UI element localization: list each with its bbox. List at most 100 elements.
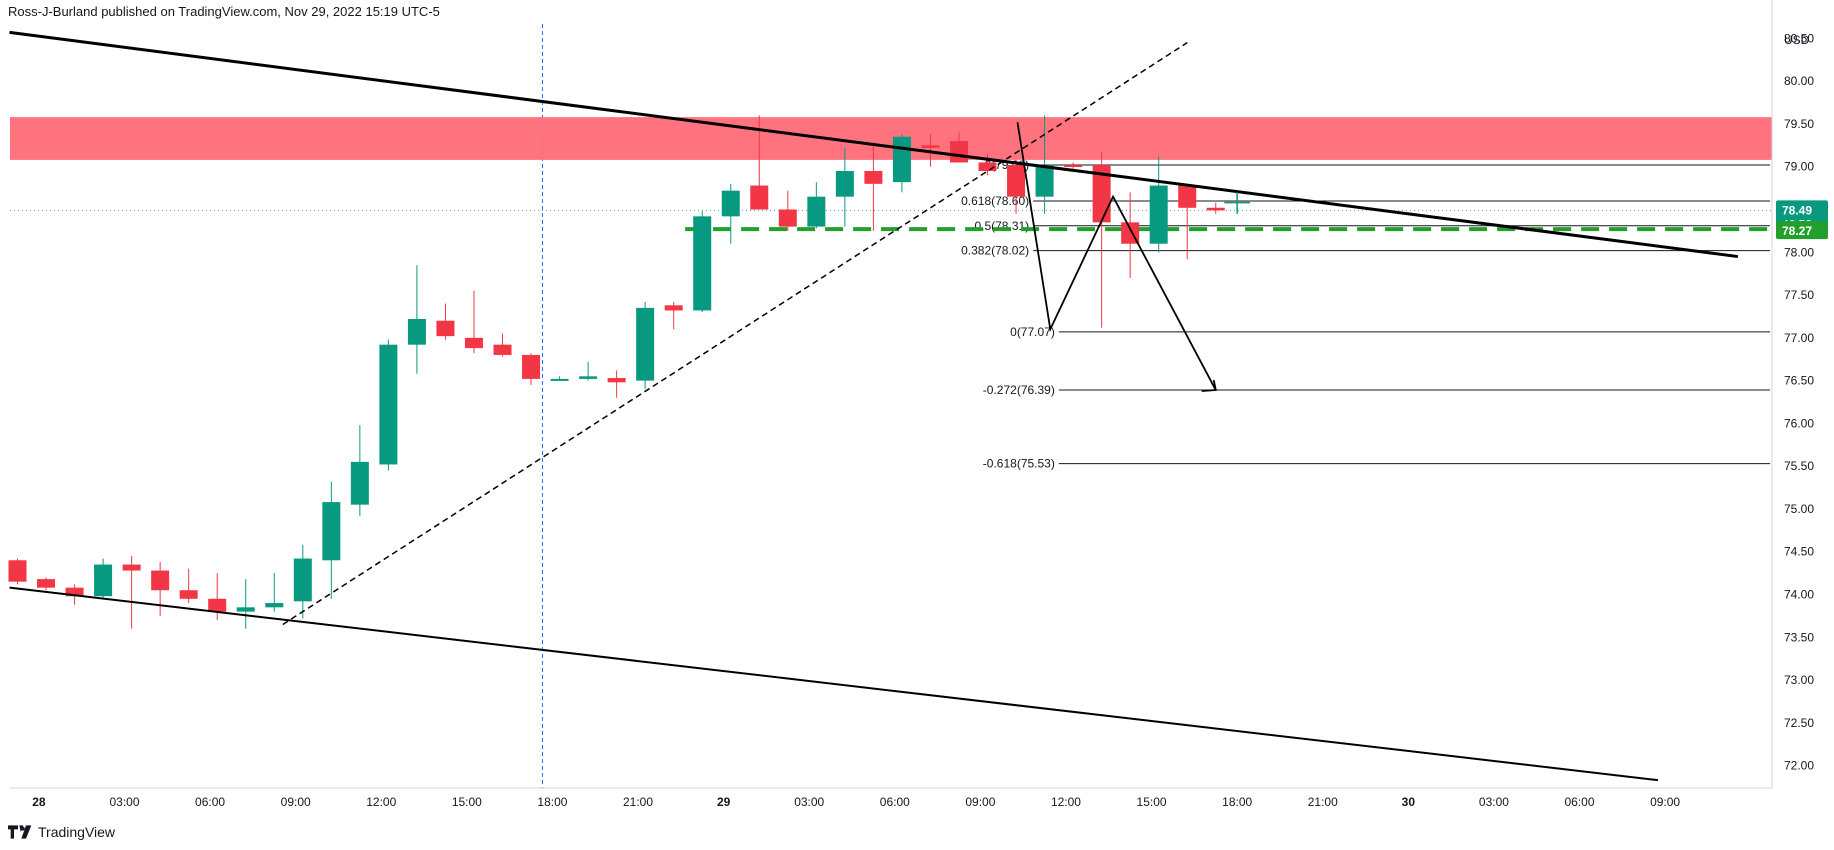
candle-body: [151, 570, 170, 591]
candle-body: [436, 320, 455, 337]
level-badge: [1776, 221, 1828, 240]
resistance-zone-layer: [10, 117, 1772, 160]
y-tick-label: 74.00: [1784, 588, 1814, 602]
candle-body: [293, 558, 312, 602]
x-tick-label: 18:00: [537, 795, 567, 809]
candle-body: [322, 502, 341, 561]
candle-body: [265, 603, 284, 608]
candle-body: [1178, 185, 1197, 208]
y-tick-label: 79.50: [1784, 117, 1814, 131]
y-tick-label: 76.00: [1784, 416, 1814, 430]
candle-body: [8, 560, 27, 582]
projection-path: [1016, 122, 1217, 391]
y-tick-label: 73.50: [1784, 630, 1814, 644]
y-tick-label: 76.50: [1784, 374, 1814, 388]
x-tick-label: 21:00: [1308, 795, 1338, 809]
candle-body: [464, 337, 483, 349]
x-tick-label: 09:00: [281, 795, 311, 809]
fib-level-label: 0.382(78.02): [961, 244, 1029, 258]
projection-arrowhead: [1201, 379, 1217, 392]
candle-body: [550, 378, 569, 381]
x-tick-label: 15:00: [452, 795, 482, 809]
candle-body: [493, 344, 512, 355]
y-tick-label: 78.00: [1784, 245, 1814, 259]
candle-body: [978, 162, 997, 171]
candle-body: [636, 307, 655, 381]
candle-body: [1064, 165, 1083, 168]
candle-body: [236, 607, 255, 612]
lower-trendline: [9, 586, 1659, 782]
x-tick-label: 30: [1402, 795, 1416, 809]
candle-body: [379, 344, 398, 465]
brand-footer[interactable]: TradingView: [8, 824, 115, 840]
price-chart[interactable]: 0(79.02)0.618(78.60)0.5(78.31)0.382(78.0…: [0, 0, 1834, 815]
brand-name: TradingView: [38, 824, 116, 840]
y-tick-label: 73.00: [1784, 673, 1814, 687]
upper-trendline: [9, 30, 1739, 259]
drawings-layer: [9, 30, 1739, 782]
candle-body: [921, 145, 940, 148]
candle-body: [579, 376, 598, 379]
candle-body: [892, 136, 911, 183]
x-tick-label: 06:00: [1565, 795, 1595, 809]
resistance-zone: [10, 117, 1772, 160]
x-tick-label: 06:00: [195, 795, 225, 809]
x-tick-label: 12:00: [1051, 795, 1081, 809]
candle-body: [607, 378, 626, 383]
axis-layer: USD80.5080.0079.5079.0078.5078.0077.5077…: [10, 0, 1828, 809]
publisher-attribution: Ross-J-Burland published on TradingView.…: [8, 4, 440, 19]
candle-body: [807, 196, 826, 227]
candle-body: [37, 579, 56, 588]
x-tick-label: 28: [32, 795, 46, 809]
y-tick-label: 77.00: [1784, 331, 1814, 345]
candle-body: [750, 185, 769, 210]
x-tick-label: 09:00: [965, 795, 995, 809]
candle-body: [1206, 207, 1225, 211]
y-tick-label: 74.50: [1784, 545, 1814, 559]
candle-body: [778, 209, 797, 227]
x-tick-label: 29: [717, 795, 731, 809]
x-tick-label: 03:00: [794, 795, 824, 809]
candle-body: [693, 216, 712, 311]
y-tick-label: 79.00: [1784, 160, 1814, 174]
tradingview-logo-icon: [8, 825, 32, 839]
candle-body: [208, 598, 227, 612]
last-price-label: 78.49: [1782, 203, 1812, 217]
fib-level-label: -0.272(76.39): [983, 383, 1055, 397]
y-tick-label: 75.50: [1784, 459, 1814, 473]
x-tick-label: 03:00: [1479, 795, 1509, 809]
candle-body: [721, 190, 740, 217]
x-tick-label: 06:00: [880, 795, 910, 809]
y-tick-label: 75.00: [1784, 502, 1814, 516]
y-tick-label: 72.50: [1784, 716, 1814, 730]
candle-body: [1092, 165, 1111, 223]
candle-body: [664, 305, 683, 311]
candle-body: [835, 171, 854, 197]
candle-body: [350, 461, 369, 505]
fibonacci-levels-layer: 0(79.02)0.618(78.60)0.5(78.31)0.382(78.0…: [685, 158, 1772, 471]
x-tick-label: 03:00: [109, 795, 139, 809]
currency-label: USD: [1784, 33, 1810, 47]
candle-body: [94, 564, 113, 597]
y-tick-label: 77.50: [1784, 288, 1814, 302]
x-tick-label: 12:00: [366, 795, 396, 809]
candle-body: [864, 171, 883, 184]
candle-body: [179, 590, 198, 599]
level-price-label: 78.27: [1782, 224, 1812, 238]
x-tick-label: 09:00: [1650, 795, 1680, 809]
x-tick-label: 18:00: [1222, 795, 1252, 809]
candle-body: [949, 141, 968, 163]
candle-body: [407, 319, 426, 345]
candle-body: [122, 564, 141, 571]
candle-body: [1035, 165, 1054, 197]
candle-body: [65, 587, 84, 597]
x-tick-label: 21:00: [623, 795, 653, 809]
y-tick-label: 80.00: [1784, 74, 1814, 88]
fib-level-label: -0.618(75.53): [983, 457, 1055, 471]
y-tick-label: 80.50: [1784, 31, 1814, 45]
y-tick-label: 72.00: [1784, 759, 1814, 773]
candle-body: [1149, 185, 1168, 244]
x-tick-label: 15:00: [1137, 795, 1167, 809]
candle-body: [1007, 165, 1026, 197]
fib-level-label: 0(77.07): [1010, 325, 1055, 339]
